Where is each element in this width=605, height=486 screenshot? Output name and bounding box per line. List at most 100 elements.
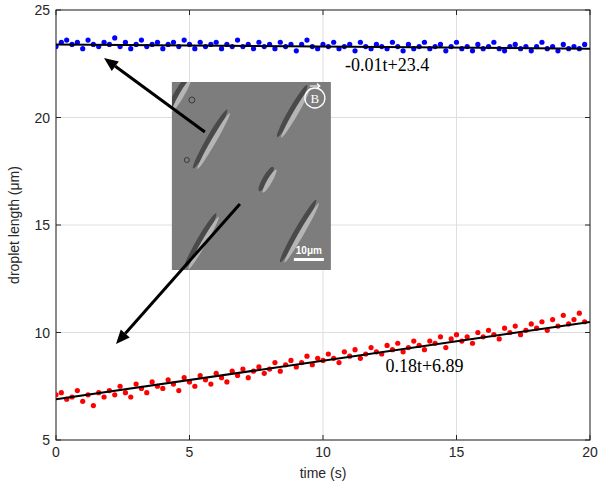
scale-label: 10μm [296,245,322,256]
data-point [571,317,576,322]
data-point [288,358,293,363]
chart: 05101520510152025time (s)droplet length … [0,0,605,486]
data-point [529,321,534,326]
data-point [294,48,299,53]
data-point [91,403,96,408]
data-point [336,360,341,365]
droplet-light [186,215,221,270]
pointer-arrow [104,58,205,132]
data-point [352,48,357,53]
data-point [550,317,555,322]
data-point [443,345,448,350]
data-point [443,48,448,53]
y-tick-label: 5 [42,432,50,448]
data-point [272,360,277,365]
particle [189,97,195,103]
data-point [80,46,85,51]
y-tick [585,332,590,333]
data-point [427,339,432,344]
data-point [235,38,240,43]
data-point [139,38,144,43]
data-point [390,40,395,45]
data-point [502,326,507,331]
data-point [160,386,165,391]
data-point [513,323,518,328]
arrow-head [104,58,119,71]
data-point [182,38,187,43]
data-point [56,392,59,397]
data-point [438,42,443,47]
y-tick [56,117,61,118]
y-tick [585,440,590,441]
data-point [326,351,331,356]
data-point [246,375,251,380]
data-point [475,330,480,335]
fit-line [56,44,590,48]
background [0,0,605,486]
data-point [155,40,160,45]
data-point [219,46,224,51]
data-point [342,349,347,354]
data-point [112,392,117,397]
data-point [352,347,357,352]
data-point [454,40,459,45]
data-point [75,388,80,393]
droplet-dark [190,108,230,170]
data-point [539,40,544,45]
data-point [166,377,171,382]
data-point [198,40,203,45]
data-point [304,38,309,43]
arrow-shaft [125,204,240,334]
data-point [128,46,133,51]
y-tick [56,10,61,11]
x-axis-title: time (s) [300,465,347,481]
data-point [208,382,213,387]
data-point [384,343,389,348]
x-tick [189,435,190,440]
x-tick-label: 20 [582,444,598,460]
y-tick-label: 15 [34,217,50,233]
y-tick [56,225,61,226]
data-point [358,40,363,45]
data-point [331,40,336,45]
data-point [582,42,587,47]
data-point [64,38,69,43]
field-circle [305,88,325,108]
data-point [128,394,133,399]
data-point [224,379,229,384]
grid [56,10,590,440]
annotation: 0.18t+6.89 [385,356,463,376]
fit-line [56,322,590,399]
x-tick [590,435,591,440]
data-point [315,356,320,361]
x-tick [590,10,591,15]
data-point [438,334,443,339]
inset: B10μm [165,74,331,271]
y-tick-label: 10 [34,325,50,341]
data-point [117,384,122,389]
x-tick-label: 10 [315,444,331,460]
data-point [406,42,411,47]
data-point [214,40,219,45]
scale-bar [294,258,324,261]
data-point [486,328,491,333]
x-tick [323,435,324,440]
droplet-dark [274,83,310,138]
y-tick-label: 20 [34,110,50,126]
data-point [304,354,309,359]
data-point [256,40,261,45]
y-tick-label: 25 [34,2,50,18]
arrow-shaft [115,66,205,132]
data-point [475,42,480,47]
x-tick-label: 15 [449,444,465,460]
x-tick [56,10,57,15]
data-point [101,394,106,399]
data-point [262,371,267,376]
data-point [123,390,128,395]
data-point [491,40,496,45]
data-point [497,336,502,341]
data-point [112,35,117,40]
x-tick-label: 0 [52,444,60,460]
data-point [577,311,582,316]
y-tick [585,117,590,118]
